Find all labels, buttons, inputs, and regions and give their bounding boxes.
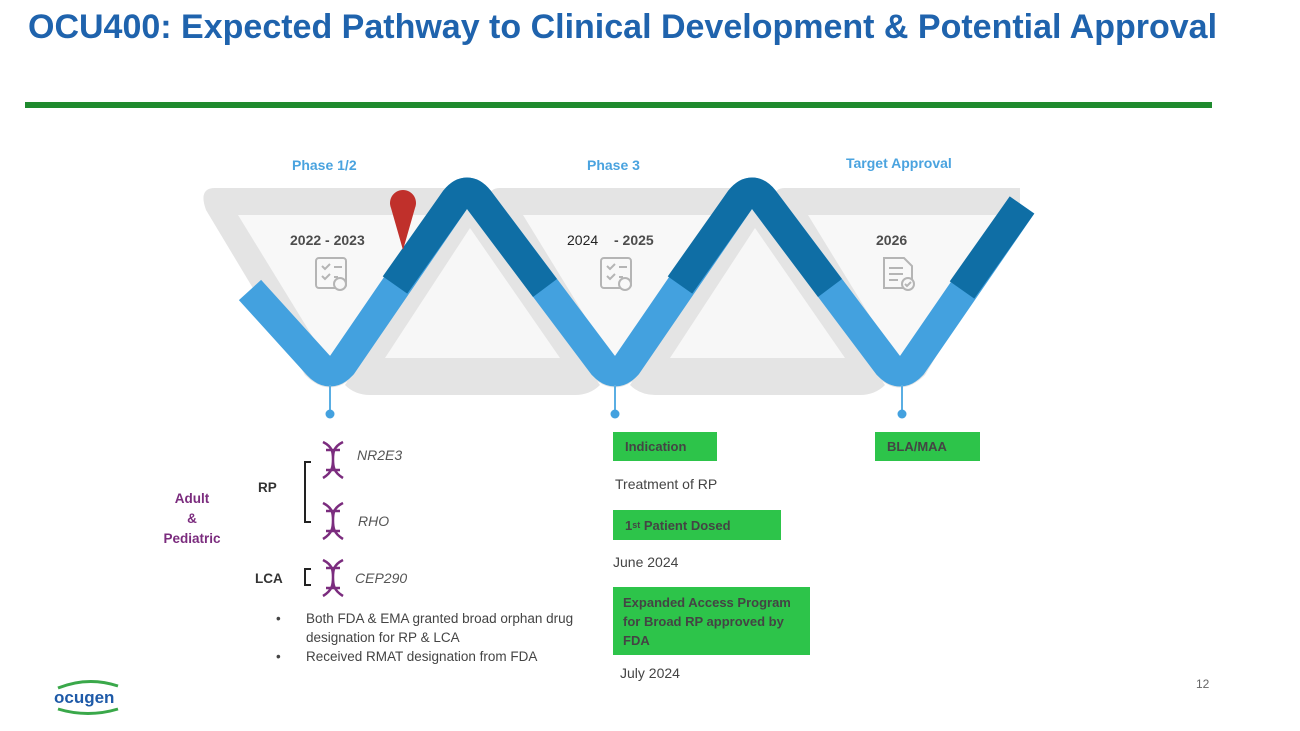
ocugen-logo: ocugen bbox=[54, 680, 119, 715]
milestone-connectors bbox=[329, 385, 903, 413]
phase-year-end: - 2025 bbox=[614, 232, 654, 248]
milestone-dot bbox=[897, 409, 907, 419]
expanded-access-badge: Expanded Access Program for Broad RP app… bbox=[613, 587, 810, 655]
rp-bracket bbox=[304, 461, 311, 523]
population-label: Adult & Pediatric bbox=[163, 491, 221, 546]
logo-text: ocugen bbox=[54, 688, 114, 707]
ribbon-blue bbox=[238, 177, 1035, 387]
indication-badge: Indication bbox=[613, 432, 717, 461]
page-number: 12 bbox=[1196, 677, 1210, 691]
gene-name: NR2E3 bbox=[357, 447, 403, 463]
phase-label: Phase 1/2 bbox=[292, 157, 357, 173]
lca-label: LCA bbox=[255, 571, 283, 586]
phase-label: Phase 3 bbox=[587, 157, 640, 173]
bla-maa-badge: BLA/MAA bbox=[875, 432, 980, 461]
gene-name: CEP290 bbox=[355, 570, 408, 586]
lca-bracket bbox=[304, 568, 311, 586]
slide-title: OCU400: Expected Pathway to Clinical Dev… bbox=[28, 8, 1218, 46]
current-position-pin-icon bbox=[390, 190, 416, 250]
bullet-item: Both FDA & EMA granted broad orphan drug… bbox=[276, 609, 576, 647]
phase-years: 2026 bbox=[876, 232, 908, 248]
checklist-icon bbox=[315, 257, 347, 291]
dna-icon bbox=[322, 558, 344, 598]
phase-years: 2022 - 2023 bbox=[290, 232, 365, 248]
milestone-dot bbox=[325, 409, 335, 419]
phase-year-start: 2024 bbox=[567, 232, 599, 248]
indication-text: Treatment of RP bbox=[615, 476, 718, 492]
dosed-date: June 2024 bbox=[613, 554, 679, 570]
checklist-icon bbox=[600, 257, 632, 291]
title-underline bbox=[25, 102, 1212, 108]
bullet-item: Received RMAT designation from FDA bbox=[276, 647, 576, 666]
eap-date: July 2024 bbox=[620, 665, 680, 681]
milestone-dot bbox=[610, 409, 620, 419]
designation-bullets: Both FDA & EMA granted broad orphan drug… bbox=[276, 609, 576, 666]
dna-icon bbox=[322, 440, 344, 480]
phase-label: Target Approval bbox=[846, 155, 952, 171]
dna-icon bbox=[322, 501, 344, 541]
approved-document-icon bbox=[883, 257, 915, 291]
gene-name: RHO bbox=[358, 513, 390, 529]
rp-label: RP bbox=[258, 480, 277, 495]
